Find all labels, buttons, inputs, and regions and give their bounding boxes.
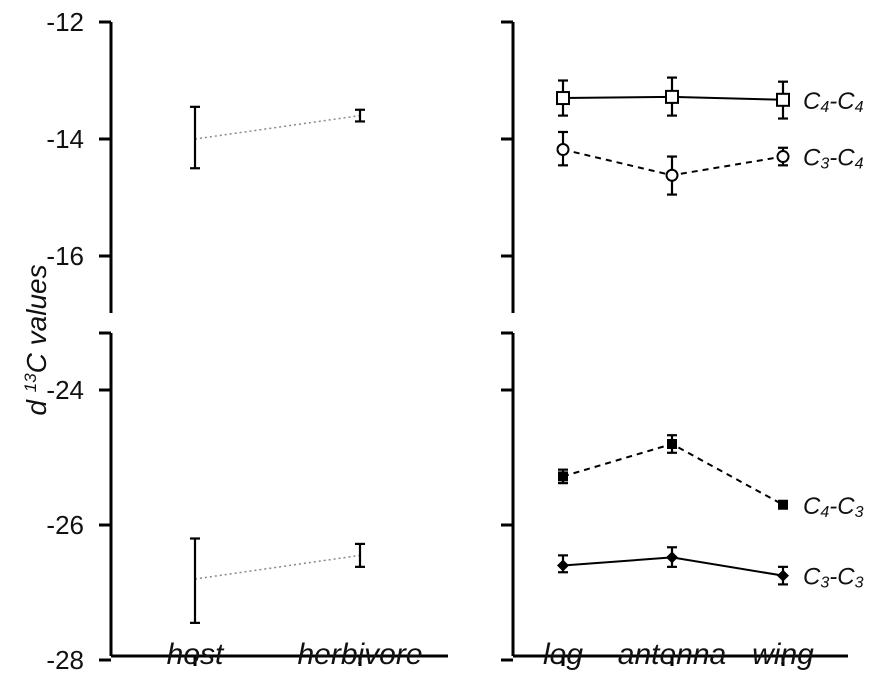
data-point: [777, 569, 789, 582]
series-label: C3-C3: [803, 564, 864, 592]
series-label: C4-C3: [803, 493, 864, 521]
x-tick-label: wing: [752, 638, 814, 671]
data-point: [665, 89, 679, 104]
x-tick-label: antenna: [618, 638, 726, 671]
data-point: [556, 91, 570, 106]
data-point: [558, 471, 568, 482]
y-tick-label: -14: [46, 124, 84, 154]
series-line: [194, 114, 361, 140]
x-tick-label: host: [167, 638, 225, 671]
series-line: [194, 554, 361, 580]
y-tick-label: -16: [46, 241, 84, 271]
series-label: C4-C4: [803, 88, 864, 116]
y-tick-label: -28: [46, 645, 84, 673]
data-point: [778, 499, 788, 510]
x-tick-label: leg: [543, 638, 583, 671]
x-tick-label: herbivore: [297, 638, 422, 671]
data-point: [776, 150, 790, 164]
y-tick-label: -26: [46, 510, 84, 540]
y-axis-label: d 13C values: [21, 264, 52, 415]
data-point: [665, 168, 679, 182]
y-tick-label: -12: [46, 7, 84, 37]
data-point: [666, 551, 678, 564]
data-point: [556, 143, 570, 157]
series-label: C3-C4: [803, 145, 864, 173]
y-tick-label: -24: [46, 375, 84, 405]
data-point: [667, 439, 677, 449]
data-point: [557, 559, 569, 572]
data-point: [776, 92, 790, 107]
